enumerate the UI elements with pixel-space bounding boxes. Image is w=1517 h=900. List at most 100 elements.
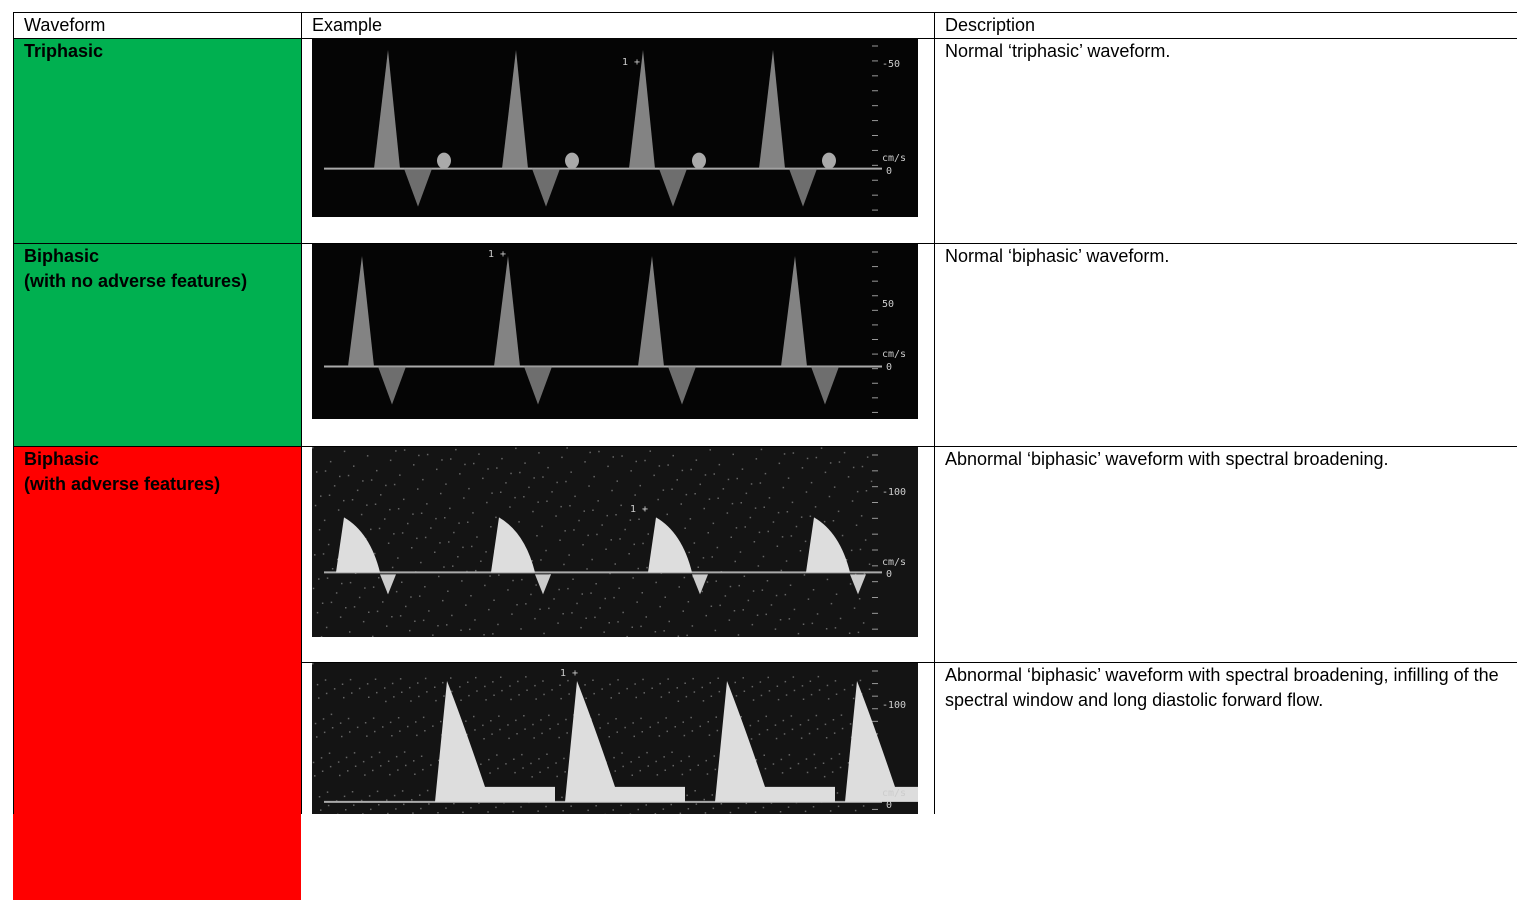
- noise: [703, 557, 705, 559]
- noise: [611, 697, 613, 699]
- noise: [653, 475, 655, 477]
- noise: [813, 589, 815, 591]
- page: {"table": { "headers": ["Waveform", "Exa…: [0, 0, 1517, 814]
- noise: [833, 719, 835, 721]
- noise: [533, 737, 535, 739]
- noise: [437, 625, 439, 627]
- noise: [638, 757, 640, 759]
- noise: [520, 628, 522, 630]
- noise: [331, 602, 333, 604]
- noise: [519, 472, 521, 474]
- noise: [372, 636, 374, 637]
- noise: [646, 567, 648, 569]
- noise: [805, 811, 807, 813]
- noise: [422, 479, 424, 481]
- noise: [541, 526, 543, 528]
- noise: [708, 721, 710, 723]
- noise: [379, 528, 381, 530]
- noise: [721, 803, 723, 805]
- noise: [638, 519, 640, 521]
- noise: [317, 684, 319, 686]
- noise: [792, 729, 794, 731]
- noise: [766, 614, 768, 616]
- noise: [473, 463, 475, 465]
- noise: [659, 465, 661, 467]
- noise: [626, 636, 628, 637]
- noise: [769, 497, 771, 499]
- noise: [329, 753, 331, 755]
- noise: [345, 607, 347, 609]
- noise: [696, 459, 698, 461]
- noise: [621, 455, 623, 457]
- noise: [570, 805, 572, 807]
- noise: [678, 701, 680, 703]
- noise: [808, 598, 810, 600]
- noise: [592, 510, 594, 512]
- noise: [836, 594, 838, 596]
- noise: [615, 514, 617, 516]
- noise: [716, 580, 718, 582]
- noise: [800, 724, 802, 726]
- noise: [711, 696, 713, 698]
- noise: [760, 681, 762, 683]
- noise: [667, 731, 669, 733]
- noise: [755, 507, 757, 509]
- noise: [430, 527, 432, 529]
- noise: [537, 810, 539, 812]
- noise: [515, 448, 517, 450]
- noise: [605, 549, 607, 551]
- noise: [789, 754, 791, 756]
- noise: [535, 698, 537, 700]
- noise: [863, 805, 865, 807]
- header-cell: Example: [301, 12, 934, 38]
- noise: [735, 561, 737, 563]
- noise: [835, 627, 837, 629]
- noise: [364, 587, 366, 589]
- noise: [576, 603, 578, 605]
- noise: [430, 764, 432, 766]
- noise: [655, 582, 657, 584]
- noise: [497, 768, 499, 770]
- noise: [867, 456, 869, 458]
- noise: [730, 812, 732, 814]
- noise: [498, 715, 500, 717]
- noise: [334, 485, 336, 487]
- scale-unit: cm/s: [882, 788, 906, 799]
- noise: [782, 536, 784, 538]
- noise: [611, 539, 613, 541]
- noise: [809, 733, 811, 735]
- noise: [473, 716, 475, 718]
- noise: [343, 500, 345, 502]
- noise: [443, 566, 445, 568]
- noise: [439, 542, 441, 544]
- column-border: [13, 12, 14, 814]
- noise: [567, 680, 569, 682]
- noise: [394, 484, 396, 486]
- header-cell: Waveform: [13, 12, 301, 38]
- noise: [376, 470, 378, 472]
- noise: [598, 714, 600, 716]
- noise: [636, 697, 638, 699]
- noise: [764, 507, 766, 509]
- noise: [319, 529, 321, 531]
- noise: [717, 730, 719, 732]
- noise: [380, 765, 382, 767]
- noise: [810, 516, 812, 518]
- noise: [497, 624, 499, 626]
- noise: [402, 790, 404, 792]
- noise: [816, 457, 818, 459]
- noise: [607, 723, 609, 725]
- noise: [467, 682, 469, 684]
- noise: [489, 772, 491, 774]
- noise: [531, 776, 533, 778]
- noise: [682, 774, 684, 776]
- noise: [686, 635, 688, 637]
- noise: [730, 586, 732, 588]
- noise: [417, 682, 419, 684]
- noise: [848, 476, 850, 478]
- noise: [692, 625, 694, 627]
- noise: [338, 761, 340, 763]
- noise: [838, 511, 840, 512]
- noise: [777, 686, 779, 688]
- noise: [434, 687, 436, 689]
